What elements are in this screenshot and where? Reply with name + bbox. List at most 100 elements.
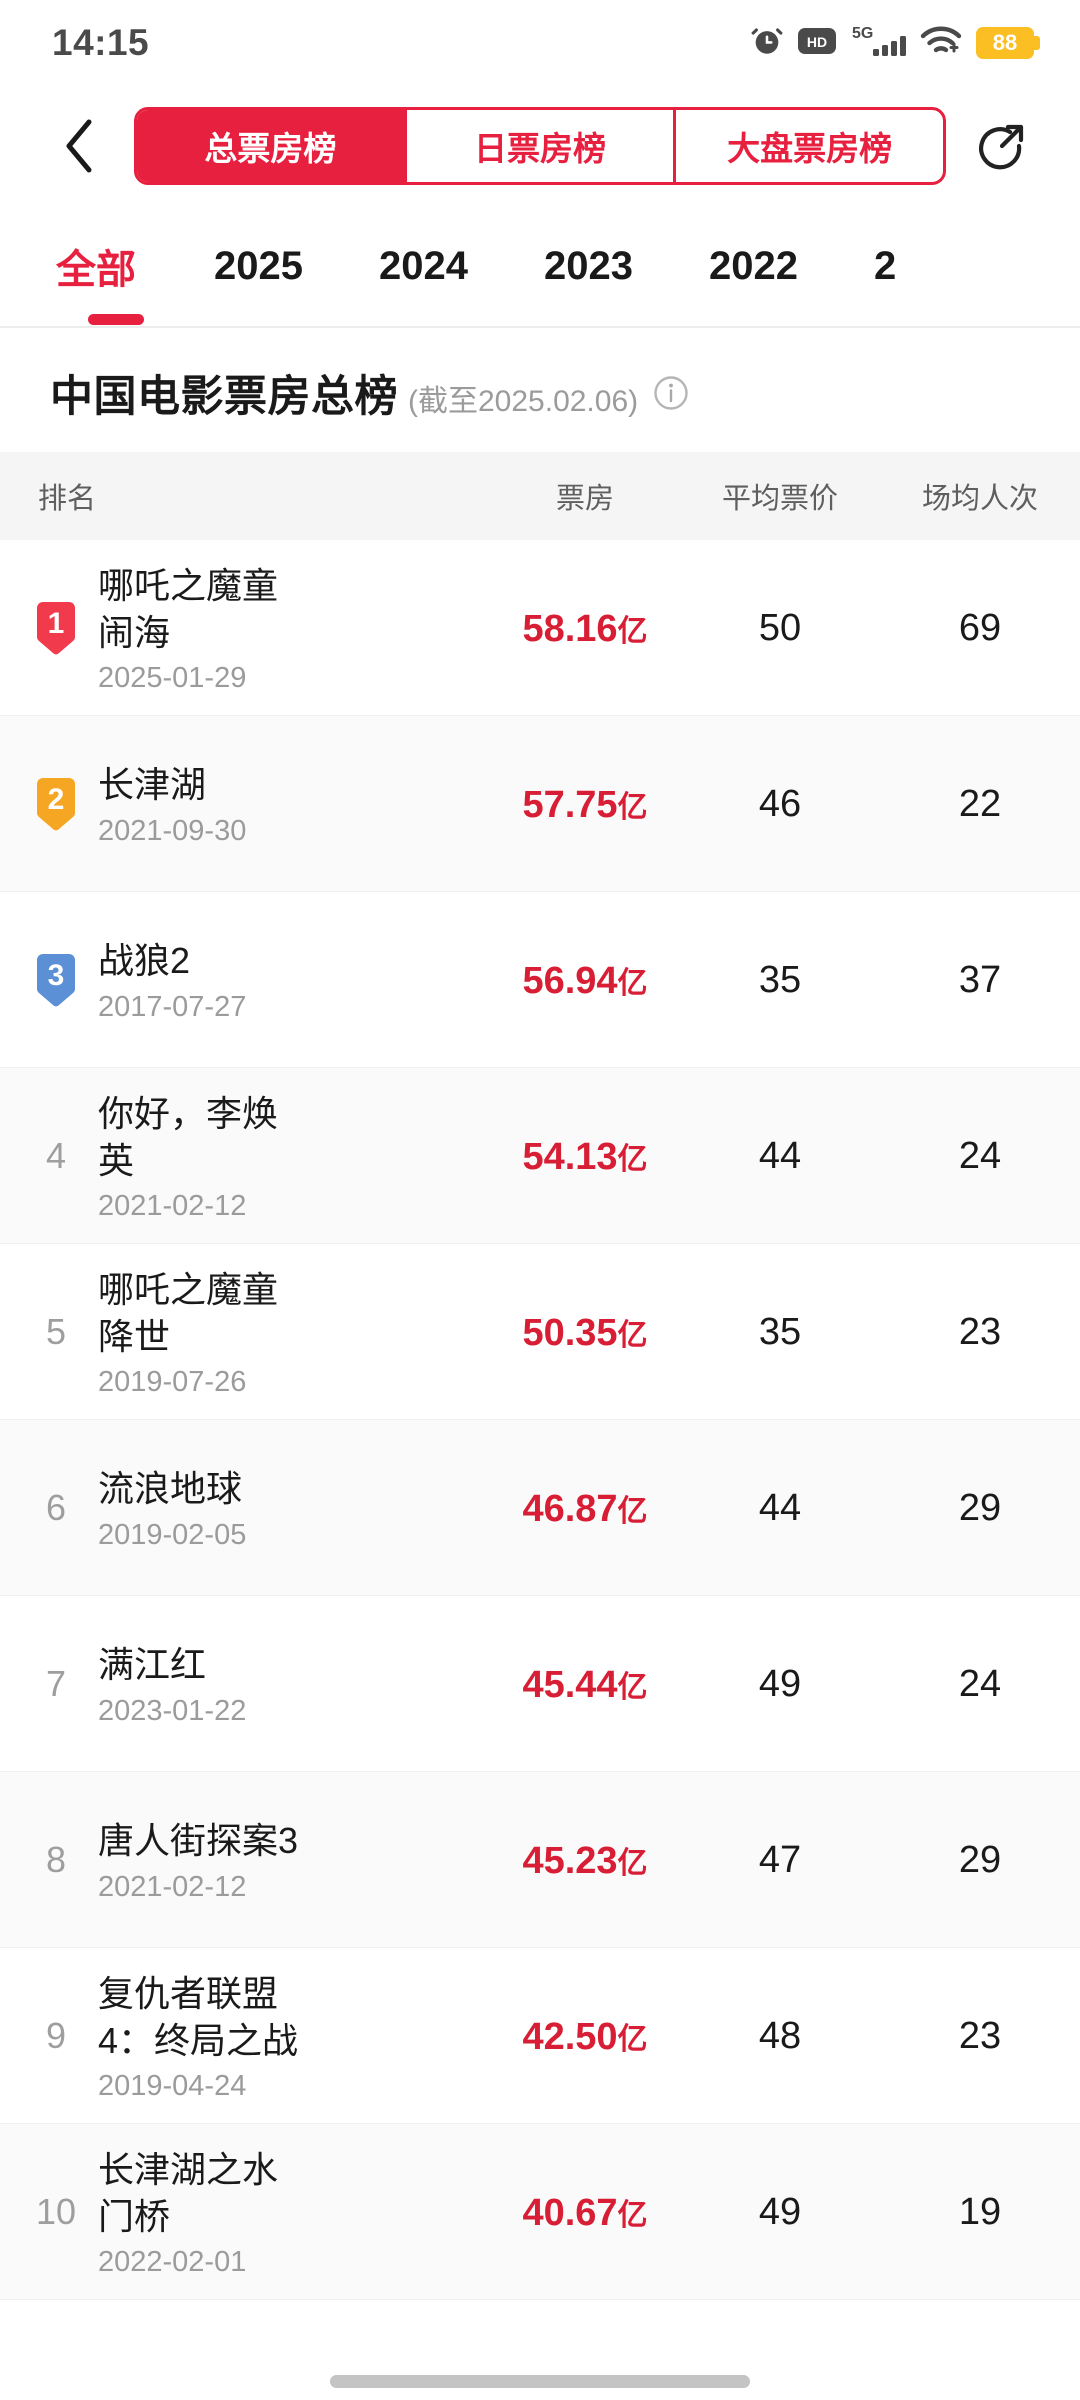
year-tab-2025[interactable]: 2025 <box>214 243 303 288</box>
battery-icon: 88 <box>976 27 1040 59</box>
svg-text:HD: HD <box>807 34 827 50</box>
table-row[interactable]: 6 流浪地球 2019-02-05 46.87亿 44 29 <box>0 1420 1080 1596</box>
ranking-type-segmented-control[interactable]: 总票房榜 日票房榜 大盘票房榜 <box>134 107 946 185</box>
battery-percent-label: 88 <box>992 30 1018 55</box>
rank-cell: 3 战狼2 2017-07-27 <box>0 938 300 1021</box>
segment-daily-boxoffice[interactable]: 日票房榜 <box>403 110 674 182</box>
movie-title: 复仇者联盟4：终局之战 <box>98 1973 299 2061</box>
share-button[interactable] <box>964 108 1040 184</box>
row-divider <box>0 715 1080 716</box>
row-divider <box>0 1067 1080 1068</box>
status-icons: HD 5G 88 <box>750 23 1040 64</box>
page-title-row: 中国电影票房总榜 (截至2025.02.06) <box>0 328 1080 452</box>
rank-number: 4 <box>45 1135 67 1176</box>
year-tab-2023[interactable]: 2023 <box>543 243 633 288</box>
rank-number: 6 <box>45 1486 67 1528</box>
cell-avg-price: 48 <box>758 2014 802 2057</box>
movie-title: 你好，李焕英 <box>98 1093 279 1181</box>
table-row[interactable]: 4 你好，李焕英 2021-02-12 54.13亿 44 24 <box>0 1068 1080 1244</box>
cell-avg-attendance: 23 <box>958 1310 1002 1353</box>
table-row[interactable]: 10 长津湖之水门桥 2022-02-01 40.67亿 49 19 <box>0 2124 1080 2300</box>
segment-total-boxoffice[interactable]: 总票房榜 <box>137 110 404 182</box>
movie-title: 长津湖之水门桥 <box>98 2149 279 2237</box>
row-divider <box>0 1947 1080 1948</box>
cell-box-office: 45.44亿 <box>522 1663 648 1706</box>
table-row[interactable]: 3 战狼2 2017-07-27 56.94亿 35 37 <box>0 892 1080 1068</box>
cell-avg-attendance: 29 <box>958 1486 1002 1529</box>
box-office-unit: 亿 <box>617 966 648 1000</box>
rank-badge-number: 2 <box>47 782 65 816</box>
box-office-unit: 亿 <box>617 1846 648 1880</box>
movie-title: 流浪地球 <box>98 1468 243 1510</box>
box-office-unit: 亿 <box>617 2022 648 2056</box>
cell-box-office: 57.75亿 <box>522 783 648 826</box>
table-row[interactable]: 5 哪吒之魔童降世 2019-07-26 50.35亿 35 23 <box>0 1244 1080 1420</box>
rank-number: 10 <box>35 2191 77 2232</box>
year-bar-divider <box>0 326 1080 328</box>
movie-release-date: 2019-07-26 <box>98 1365 247 1398</box>
movie-title: 长津湖 <box>98 764 207 806</box>
table-row[interactable]: 7 满江红 2023-01-22 45.44亿 49 24 <box>0 1596 1080 1772</box>
movie-info: 唐人街探案3 2021-02-12 <box>98 1818 298 1901</box>
cell-avg-price: 35 <box>758 1310 802 1353</box>
rank-cell: 9 复仇者联盟4：终局之战 2019-04-24 <box>0 1971 300 2100</box>
movie-release-date: 2017-07-27 <box>98 990 247 1023</box>
movie-release-date: 2025-01-29 <box>98 661 247 694</box>
cell-box-office: 58.16亿 <box>522 607 648 650</box>
back-button[interactable] <box>44 110 116 182</box>
year-tab-2024[interactable]: 2024 <box>378 243 468 288</box>
header-box-office: 票房 <box>555 483 614 515</box>
header-rank: 排名 <box>38 483 97 515</box>
segment-market-boxoffice[interactable]: 大盘票房榜 <box>673 110 943 182</box>
rank-cell: 10 长津湖之水门桥 2022-02-01 <box>0 2147 300 2276</box>
movie-release-date: 2019-04-24 <box>98 2069 247 2102</box>
cell-box-office: 56.94亿 <box>522 959 648 1002</box>
year-tab-all[interactable]: 全部 <box>56 237 176 325</box>
rank-badge: 2 <box>28 776 84 832</box>
cell-box-office: 42.50亿 <box>522 2015 648 2058</box>
year-tab-partial[interactable]: 2 <box>873 243 897 288</box>
table-row[interactable]: 1 哪吒之魔童闹海 2025-01-29 58.16亿 50 69 <box>0 540 1080 716</box>
table-row[interactable]: 8 唐人街探案3 2021-02-12 45.23亿 47 29 <box>0 1772 1080 1948</box>
svg-text:5G: 5G <box>852 25 873 42</box>
cell-avg-price: 49 <box>758 1662 802 1705</box>
5g-signal-icon: 5G <box>850 23 906 64</box>
share-icon <box>979 124 1024 170</box>
cell-avg-attendance: 29 <box>958 1838 1002 1881</box>
movie-info: 复仇者联盟4：终局之战 2019-04-24 <box>98 1971 300 2100</box>
box-office-unit: 亿 <box>617 1670 648 1704</box>
page-title-subtitle: (截至2025.02.06) <box>408 385 639 418</box>
box-office-unit: 亿 <box>617 1142 648 1176</box>
ranking-list[interactable]: 1 哪吒之魔童闹海 2025-01-29 58.16亿 50 69 2 <box>0 540 1080 2300</box>
row-divider <box>0 1243 1080 1244</box>
row-divider <box>0 2123 1080 2124</box>
table-row[interactable]: 2 长津湖 2021-09-30 57.75亿 46 22 <box>0 716 1080 892</box>
info-icon[interactable] <box>652 374 690 412</box>
rank-number: 8 <box>45 1838 67 1880</box>
movie-release-date: 2022-02-01 <box>98 2245 247 2278</box>
box-office-unit: 亿 <box>617 2198 648 2232</box>
row-divider <box>0 1595 1080 1596</box>
cell-avg-attendance: 23 <box>958 2014 1002 2057</box>
active-tab-underline <box>88 314 144 325</box>
row-divider <box>0 2299 1080 2300</box>
movie-title: 战狼2 <box>98 940 191 982</box>
home-indicator <box>330 2375 750 2388</box>
rank-cell: 5 哪吒之魔童降世 2019-07-26 <box>0 1267 300 1396</box>
year-tab-2022[interactable]: 2022 <box>708 243 798 288</box>
header-avg-attendance: 场均人次 <box>921 483 1038 515</box>
rank-cell: 7 满江红 2023-01-22 <box>0 1642 300 1725</box>
table-row[interactable]: 9 复仇者联盟4：终局之战 2019-04-24 42.50亿 48 23 <box>0 1948 1080 2124</box>
movie-release-date: 2021-02-12 <box>98 1189 247 1222</box>
rank-badge: 3 <box>28 952 84 1008</box>
movie-info: 哪吒之魔童闹海 2025-01-29 <box>98 563 300 692</box>
rank-cell: 4 你好，李焕英 2021-02-12 <box>0 1091 300 1220</box>
nav-bar: 总票房榜 日票房榜 大盘票房榜 <box>0 86 1080 206</box>
cell-box-office: 50.35亿 <box>522 1311 648 1354</box>
cell-avg-price: 46 <box>758 782 802 825</box>
rank-cell: 1 哪吒之魔童闹海 2025-01-29 <box>0 563 300 692</box>
cell-avg-price: 50 <box>758 606 802 649</box>
box-office-unit: 亿 <box>617 1494 648 1528</box>
year-tab-bar[interactable]: 全部 2025 2024 2023 2022 2 <box>0 206 1080 326</box>
page-title: 中国电影票房总榜 <box>50 373 398 421</box>
